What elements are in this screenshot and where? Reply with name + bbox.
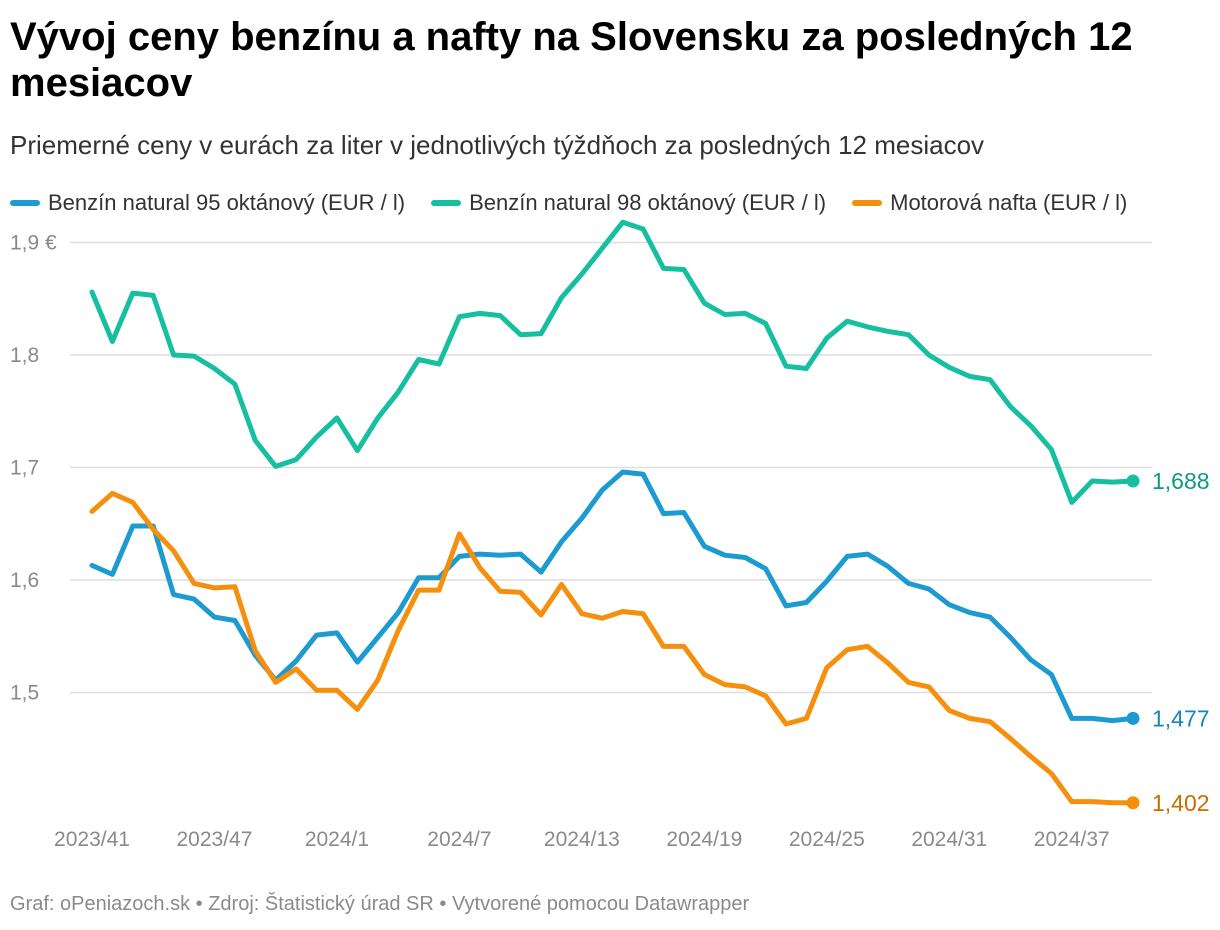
x-tick-label: 2024/7 — [427, 828, 491, 851]
end-label-nafta: 1,402 — [1152, 790, 1210, 816]
chart-title: Vývoj ceny benzínu a nafty na Slovensku … — [10, 15, 1133, 105]
legend-item-benzin-98: Benzín natural 98 oktánový (EUR / l) — [431, 188, 826, 218]
x-tick-label: 2024/25 — [789, 828, 865, 851]
legend-label-benzin-98: Benzín natural 98 oktánový (EUR / l) — [469, 190, 827, 215]
end-label-benzin-95: 1,477 — [1152, 705, 1210, 731]
y-tick-label: 1,6 — [10, 569, 39, 592]
end-marker-benzin-98 — [1126, 474, 1140, 488]
x-tick-label: 2023/41 — [54, 828, 130, 851]
y-axis-ticks: 1,5 1,6 1,7 1,8 1,9 € — [10, 232, 57, 705]
end-marker-nafta — [1126, 796, 1140, 810]
legend-item-benzin-95: Benzín natural 95 oktánový (EUR / l) — [10, 188, 405, 218]
source-credit: Graf: oPeniazoch.sk • Zdroj: Štatistický… — [10, 893, 750, 915]
x-tick-label: 2024/1 — [305, 828, 369, 851]
end-marker-benzin-95 — [1126, 711, 1140, 725]
x-tick-label: 2024/37 — [1034, 828, 1110, 851]
x-tick-label: 2024/13 — [544, 828, 620, 851]
legend-swatch-benzin-95 — [10, 200, 40, 206]
x-tick-label: 2024/31 — [911, 828, 987, 851]
series-line-benzin-98 — [89, 219, 1136, 505]
y-tick-label: 1,5 — [10, 682, 39, 705]
y-tick-label: 1,7 — [10, 457, 39, 480]
series-line-nafta — [89, 490, 1136, 806]
series-lines — [89, 219, 1136, 806]
series-line-benzin-95 — [89, 469, 1136, 724]
end-label-benzin-98: 1,688 — [1152, 468, 1210, 494]
y-tick-label: 1,8 — [10, 344, 39, 367]
chart-subtitle: Priemerné ceny v eurách za liter v jedno… — [10, 130, 985, 160]
series-end-markers: 1,477 1,688 1,402 — [1126, 468, 1210, 816]
legend-label-nafta: Motorová nafta (EUR / l) — [890, 190, 1128, 215]
x-axis-ticks: 2023/41 2023/47 2024/1 2024/7 2024/13 2024/19… — [54, 828, 1110, 851]
gridlines — [70, 241, 1152, 694]
chart-legend: Benzín natural 95 oktánový (EUR / l) Ben… — [10, 188, 1215, 218]
y-tick-label: 1,9 € — [10, 232, 57, 255]
legend-swatch-nafta — [852, 200, 883, 206]
legend-label-benzin-95: Benzín natural 95 oktánový (EUR / l) — [48, 190, 406, 215]
legend-swatch-benzin-98 — [431, 200, 462, 206]
line-chart: 1,51,61,71,81,9 € 2023/41 2023/47 2024/1 20… — [10, 219, 1210, 851]
x-tick-label: 2024/19 — [666, 828, 742, 851]
legend-item-nafta: Motorová nafta (EUR / l) — [852, 188, 1127, 218]
x-tick-label: 2023/47 — [177, 828, 253, 851]
